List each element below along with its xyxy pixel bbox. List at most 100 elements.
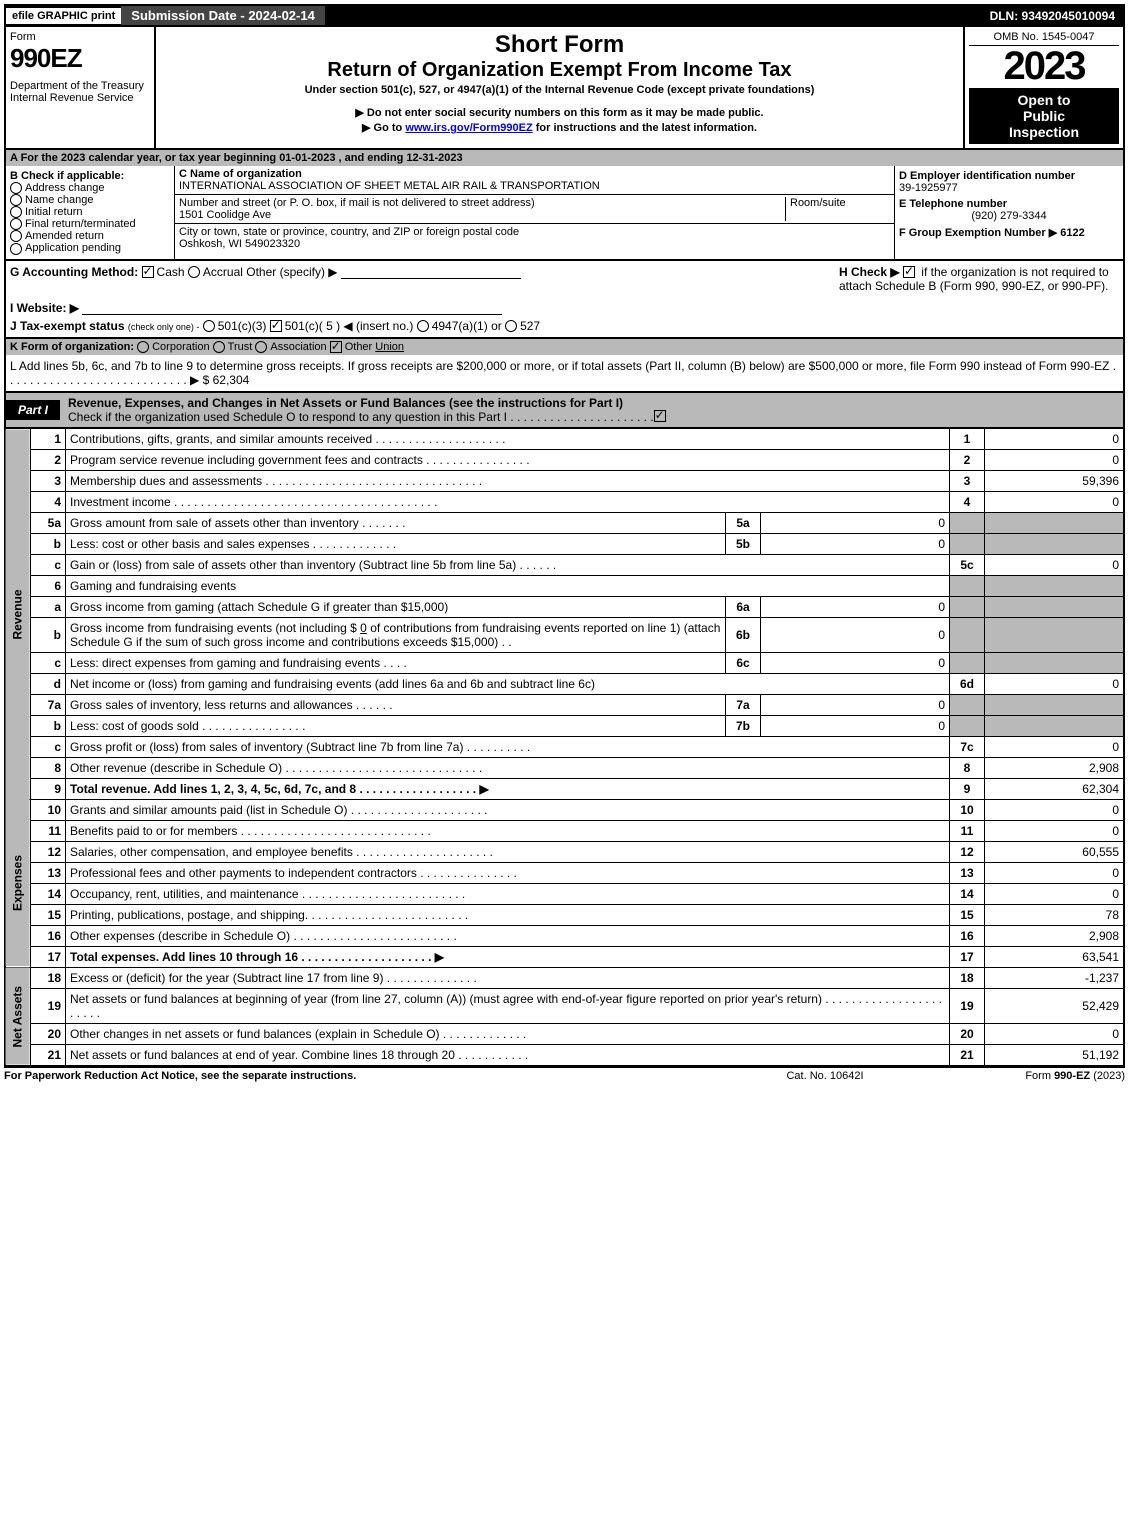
opt-name-change[interactable]: Name change: [10, 194, 170, 206]
irs-link[interactable]: www.irs.gov/Form990EZ: [405, 122, 532, 134]
cash-checkbox[interactable]: [142, 266, 154, 278]
l12-val: 60,555: [985, 841, 1125, 862]
row-19: 19 Net assets or fund balances at beginn…: [5, 988, 1124, 1023]
opt-address-change[interactable]: Address change: [10, 182, 170, 194]
row-15: 15 Printing, publications, postage, and …: [5, 904, 1124, 925]
part1-sub: Check if the organization used Schedule …: [68, 410, 654, 424]
l5c-rn: 5c: [950, 554, 985, 575]
opt-amended-return[interactable]: Amended return: [10, 230, 170, 242]
row-7c: c Gross profit or (loss) from sales of i…: [5, 736, 1124, 757]
part1-scho-checkbox[interactable]: [654, 410, 666, 422]
l6c-iv: 0: [761, 652, 950, 673]
row-7b: b Less: cost of goods sold . . . . . . .…: [5, 715, 1124, 736]
d-label: D Employer identification number: [899, 170, 1119, 182]
j-label: J Tax-exempt status: [10, 319, 125, 333]
open-line1: Open to: [973, 92, 1115, 108]
l3-desc: Membership dues and assessments . . . . …: [66, 470, 950, 491]
l5b-il: 5b: [726, 533, 761, 554]
accrual-checkbox[interactable]: [188, 266, 200, 278]
goto-post: for instructions and the latest informat…: [536, 122, 757, 134]
k-other-value: Union: [375, 341, 404, 353]
l6-rn-grey: [950, 575, 985, 596]
l6a-iv: 0: [761, 596, 950, 617]
cash-label: Cash: [157, 265, 185, 279]
l5b-desc: Less: cost or other basis and sales expe…: [66, 533, 726, 554]
l6b-rn-grey: [950, 617, 985, 652]
k-corp-label: Corporation: [152, 341, 209, 353]
l7b-val-grey: [985, 715, 1125, 736]
l13-val: 0: [985, 862, 1125, 883]
efile-print-label[interactable]: efile GRAPHIC print: [6, 8, 121, 24]
website-input[interactable]: [82, 302, 502, 315]
l8-num: 8: [31, 757, 66, 778]
header-right-col: OMB No. 1545-0047 2023 Open to Public In…: [965, 27, 1123, 148]
j-501c3-checkbox[interactable]: [203, 320, 215, 332]
j-4947-label: 4947(a)(1) or: [432, 319, 502, 333]
row-6b: b Gross income from fundraising events (…: [5, 617, 1124, 652]
k-other-label: Other: [345, 341, 373, 353]
row-14: 14 Occupancy, rent, utilities, and maint…: [5, 883, 1124, 904]
line-i: I Website: ▶: [10, 301, 1119, 315]
l17-num: 17: [31, 946, 66, 967]
footer-left: For Paperwork Reduction Act Notice, see …: [4, 1070, 725, 1082]
l20-desc: Other changes in net assets or fund bala…: [66, 1023, 950, 1044]
l9-val: 62,304: [985, 778, 1125, 799]
row-17: 17 Total expenses. Add lines 10 through …: [5, 946, 1124, 967]
row-5a: 5a Gross amount from sale of assets othe…: [5, 512, 1124, 533]
header-left-col: Form 990EZ Department of the Treasury In…: [6, 27, 156, 148]
l15-val: 78: [985, 904, 1125, 925]
under-section-text: Under section 501(c), 527, or 4947(a)(1)…: [164, 84, 955, 96]
l6d-rn: 6d: [950, 673, 985, 694]
l18-rn: 18: [950, 967, 985, 988]
l6b-il: 6b: [726, 617, 761, 652]
l13-rn: 13: [950, 862, 985, 883]
opt-initial-return[interactable]: Initial return: [10, 206, 170, 218]
l7b-desc: Less: cost of goods sold . . . . . . . .…: [66, 715, 726, 736]
j-501c-checkbox[interactable]: [270, 320, 282, 332]
l13-desc: Professional fees and other payments to …: [66, 862, 950, 883]
l10-rn: 10: [950, 799, 985, 820]
l6c-val-grey: [985, 652, 1125, 673]
box-b: B Check if applicable: Address change Na…: [6, 166, 175, 259]
row-11: 11 Benefits paid to or for members . . .…: [5, 820, 1124, 841]
l12-rn: 12: [950, 841, 985, 862]
open-public-badge: Open to Public Inspection: [969, 88, 1119, 144]
l1-desc: Contributions, gifts, grants, and simila…: [66, 429, 950, 450]
k-assoc-checkbox[interactable]: [255, 341, 267, 353]
l5a-val-grey: [985, 512, 1125, 533]
row-2: 2 Program service revenue including gove…: [5, 449, 1124, 470]
row-10: Expenses 10 Grants and similar amounts p…: [5, 799, 1124, 820]
row-8: 8 Other revenue (describe in Schedule O)…: [5, 757, 1124, 778]
opt-final-return[interactable]: Final return/terminated: [10, 218, 170, 230]
row-6a: a Gross income from gaming (attach Sched…: [5, 596, 1124, 617]
lines-table: Revenue 1 Contributions, gifts, grants, …: [4, 429, 1125, 1067]
submission-date-badge: Submission Date - 2024-02-14: [121, 6, 325, 25]
city-value: Oshkosh, WI 549023320: [179, 238, 300, 250]
l12-num: 12: [31, 841, 66, 862]
l1-val: 0: [985, 429, 1125, 450]
k-trust-checkbox[interactable]: [213, 341, 225, 353]
g-label: G Accounting Method:: [10, 265, 138, 279]
row-13: 13 Professional fees and other payments …: [5, 862, 1124, 883]
street-label: Number and street (or P. O. box, if mail…: [179, 197, 535, 209]
l6b-amount: 0: [360, 621, 367, 635]
j-4947-checkbox[interactable]: [417, 320, 429, 332]
l6b-num: b: [31, 617, 66, 652]
k-corp-checkbox[interactable]: [137, 341, 149, 353]
h-checkbox[interactable]: [903, 266, 915, 278]
k-other-checkbox[interactable]: [330, 341, 342, 353]
row-4: 4 Investment income . . . . . . . . . . …: [5, 491, 1124, 512]
part1-title: Revenue, Expenses, and Changes in Net As…: [60, 393, 677, 427]
l7c-desc: Gross profit or (loss) from sales of inv…: [66, 736, 950, 757]
return-title: Return of Organization Exempt From Incom…: [164, 59, 955, 82]
footer-right: Form 990-EZ (2023): [925, 1070, 1125, 1082]
j-527-checkbox[interactable]: [505, 320, 517, 332]
other-specify-input[interactable]: [341, 266, 521, 279]
short-form-title: Short Form: [164, 31, 955, 59]
l5a-iv: 0: [761, 512, 950, 533]
page-footer: For Paperwork Reduction Act Notice, see …: [4, 1067, 1125, 1084]
l5c-val: 0: [985, 554, 1125, 575]
j-note: (check only one) -: [128, 322, 200, 332]
l20-val: 0: [985, 1023, 1125, 1044]
opt-application-pending[interactable]: Application pending: [10, 242, 170, 254]
